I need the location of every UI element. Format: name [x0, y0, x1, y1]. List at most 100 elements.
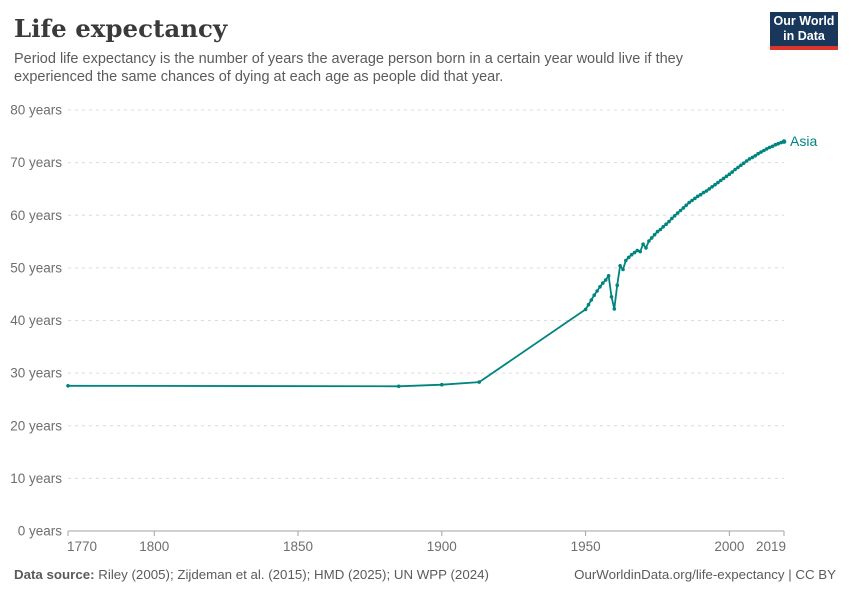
series-point [753, 154, 757, 158]
series-point [730, 170, 734, 174]
series-point [704, 189, 709, 193]
series-point [707, 187, 711, 191]
x-tick-label: 2000 [714, 539, 744, 554]
series-point [687, 200, 691, 205]
series-point [624, 258, 628, 263]
x-tick-label: 1950 [571, 539, 601, 554]
series-point [626, 255, 631, 260]
series-point [718, 178, 723, 183]
series-point [477, 380, 482, 384]
series-point [621, 267, 625, 272]
series-point [603, 278, 608, 282]
y-tick-label: 10 years [10, 471, 62, 486]
series-point [635, 248, 640, 253]
series-point [667, 219, 671, 224]
series-point [776, 141, 780, 146]
series-point [750, 155, 755, 160]
series-point [655, 229, 660, 234]
owid-logo[interactable]: Our World in Data [770, 12, 838, 50]
series-point [606, 274, 611, 278]
series-point [710, 185, 714, 189]
series-point [695, 194, 700, 199]
data-source[interactable]: Data source: Riley (2005); Zijdeman et a… [14, 567, 489, 582]
series-point [649, 236, 654, 240]
series-point [440, 382, 444, 387]
x-tick-label: 1900 [427, 539, 457, 554]
series-point [701, 190, 706, 195]
y-tick-label: 20 years [10, 418, 62, 433]
series-point [583, 307, 588, 312]
series-point [698, 192, 703, 197]
series-point [638, 249, 642, 254]
owid-link[interactable]: OurWorldinData.org/life-expectancy | CC … [574, 567, 836, 582]
series-point [764, 147, 769, 151]
series-point [658, 227, 663, 232]
logo-line2: in Data [783, 29, 825, 43]
series-point [595, 289, 599, 293]
y-tick-label: 0 years [18, 524, 63, 539]
y-tick-label: 50 years [10, 260, 62, 275]
series-point [770, 144, 775, 149]
series-point [747, 157, 752, 161]
series-point [629, 252, 634, 257]
x-tick-label: 2019 [756, 539, 786, 554]
series-point [678, 208, 683, 213]
series-point [684, 203, 688, 208]
series-point [618, 264, 622, 268]
series-point [647, 239, 651, 243]
series-point [759, 150, 763, 154]
series-point [773, 142, 778, 147]
series-point [632, 250, 637, 255]
series-point [586, 302, 591, 307]
series-point [762, 148, 766, 153]
series-point [721, 176, 726, 181]
x-tick-label: 1770 [67, 539, 97, 554]
series-point [727, 172, 732, 176]
series-point [609, 295, 614, 299]
series-point [675, 211, 680, 215]
series-point [652, 232, 657, 237]
series-point [736, 165, 740, 170]
series-point [661, 225, 665, 229]
series-point [589, 298, 594, 302]
series-point [664, 222, 668, 226]
series-point [641, 242, 645, 246]
logo-line1: Our World [773, 13, 835, 28]
series-point [66, 384, 70, 388]
data-source-text: Riley (2005); Zijdeman et al. (2015); HM… [94, 567, 489, 582]
series-point [670, 216, 674, 221]
chart-subtitle: Period life expectancy is the number of … [14, 51, 683, 85]
series-point [724, 174, 729, 179]
series-point [693, 196, 697, 201]
page-title: Life expectancy [14, 14, 228, 43]
data-source-label: Data source: [14, 567, 95, 582]
series-point [612, 307, 617, 311]
y-tick-label: 30 years [10, 366, 62, 381]
series-point [739, 163, 743, 168]
y-tick-label: 40 years [10, 313, 62, 328]
series-point [598, 285, 602, 289]
series-point [672, 214, 677, 218]
y-tick-label: 70 years [10, 155, 62, 170]
chart-footer: Data source: Riley (2005); Zijdeman et a… [14, 567, 836, 582]
series-point [592, 293, 596, 298]
y-tick-label: 60 years [10, 208, 62, 223]
series-line-asia[interactable] [67, 140, 785, 388]
series-point [781, 139, 787, 144]
series-point [644, 246, 648, 250]
series-point [756, 151, 760, 156]
y-tick-label: 80 years [10, 103, 62, 118]
series-point [744, 159, 749, 163]
x-tick-label: 1850 [283, 539, 313, 554]
series-point [681, 206, 686, 210]
series-point [741, 161, 746, 165]
series-point [733, 167, 737, 172]
series-label-asia[interactable]: Asia [790, 133, 817, 149]
series-point [716, 180, 720, 185]
series-point [767, 145, 772, 150]
series-point [615, 283, 619, 288]
series-point [396, 384, 401, 389]
x-tick-label: 1800 [139, 539, 169, 554]
